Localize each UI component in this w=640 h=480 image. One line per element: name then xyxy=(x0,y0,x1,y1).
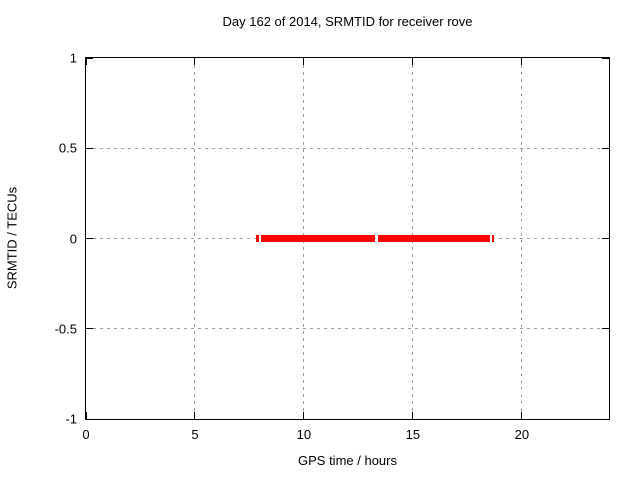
x-tick-mark-top xyxy=(303,58,305,65)
x-tick-label: 10 xyxy=(296,427,312,442)
x-tick-mark-top xyxy=(521,58,523,65)
x-tick-label: 15 xyxy=(405,427,421,442)
x-tick-label: 20 xyxy=(514,427,530,442)
series-segment-srmtid xyxy=(260,235,376,242)
y-tick-mark-right xyxy=(602,328,609,330)
y-tick-label: 1 xyxy=(69,50,77,66)
x-tick-mark-top xyxy=(85,58,87,65)
y-tick-label: 0 xyxy=(69,231,77,246)
x-tick-mark-bottom xyxy=(303,412,305,419)
series-segment-srmtid xyxy=(491,235,495,242)
x-tick-label: 5 xyxy=(191,427,199,442)
y-tick-mark-right xyxy=(602,238,609,239)
y-tick-label: 0.5 xyxy=(58,140,77,156)
chart-title: Day 162 of 2014, SRMTID for receiver rov… xyxy=(222,14,473,29)
y-tick-mark-right xyxy=(602,418,609,420)
y-tick-mark-right xyxy=(602,57,609,59)
y-tick-mark-left xyxy=(86,328,93,330)
series-segment-srmtid xyxy=(255,235,260,242)
x-axis-label: GPS time / hours xyxy=(298,453,397,468)
x-tick-mark-bottom xyxy=(521,412,523,419)
y-tick-label: -0.5 xyxy=(54,321,77,337)
y-tick-mark-right xyxy=(602,147,609,149)
y-tick-mark-left xyxy=(86,147,93,149)
x-tick-mark-bottom xyxy=(412,412,414,419)
x-tick-mark-top xyxy=(412,58,414,65)
series-segment-srmtid xyxy=(378,235,490,242)
x-tick-label: 0 xyxy=(82,427,90,442)
x-tick-mark-bottom xyxy=(194,412,196,419)
gridline-horizontal xyxy=(86,328,609,330)
y-tick-mark-left xyxy=(86,238,93,239)
x-tick-mark-bottom xyxy=(85,412,87,419)
y-tick-label: -1 xyxy=(65,411,77,427)
plot-area xyxy=(85,57,610,420)
y-tick-mark-left xyxy=(86,57,93,59)
y-tick-mark-left xyxy=(86,418,93,420)
x-tick-mark-top xyxy=(194,58,196,65)
gridline-horizontal xyxy=(86,147,609,149)
